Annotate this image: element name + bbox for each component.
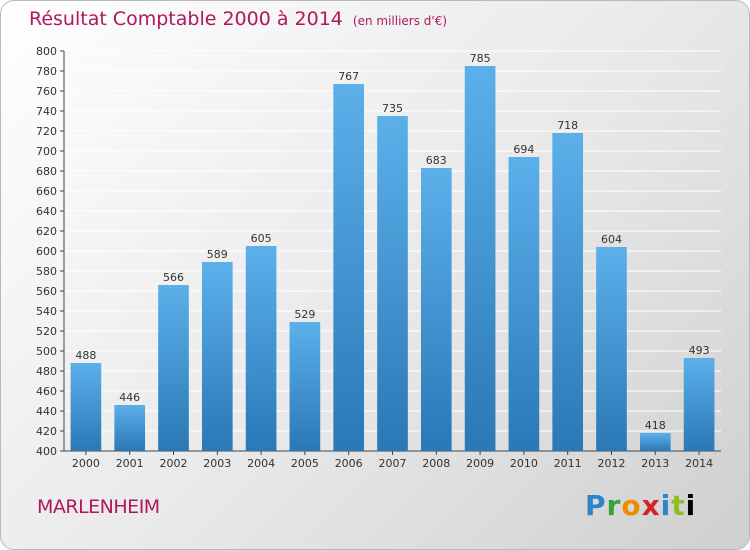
chart-title-block: Résultat Comptable 2000 à 2014 (en millie… [29,8,447,30]
chart-unit: (en milliers d'€) [352,14,448,28]
x-tick-label: 2001 [116,457,144,470]
x-tick-label: 2008 [422,457,450,470]
city-name: MARLENHEIM [37,496,160,518]
value-label: 446 [119,391,140,404]
y-tick-label: 640 [36,205,57,218]
y-tick-label: 680 [36,165,57,178]
bar-2009 [464,66,496,451]
bar-2013 [639,433,671,451]
y-tick-label: 580 [36,265,57,278]
bar-2008 [420,168,452,451]
x-tick-label: 2009 [466,457,494,470]
value-label: 694 [513,143,534,156]
value-label: 488 [75,349,96,362]
bar-2014 [683,358,715,451]
value-label: 604 [601,233,622,246]
y-tick-label: 400 [36,445,57,458]
y-tick-label: 600 [36,245,57,258]
proxiti-logo: Proxiti [585,489,697,522]
y-tick-label: 660 [36,185,57,198]
bar-2012 [596,247,627,451]
x-tick-label: 2004 [247,457,275,470]
value-label: 735 [382,102,403,115]
x-tick-label: 2003 [203,457,231,470]
value-label: 767 [338,70,359,83]
bar-2010 [508,157,540,451]
bar-2000 [70,363,102,451]
value-label: 418 [645,419,666,432]
chart-title: Résultat Comptable 2000 à 2014 [29,8,343,30]
y-tick-label: 700 [36,145,57,158]
value-label: 718 [557,119,578,132]
bar-2001 [114,405,146,451]
value-label: 529 [294,308,315,321]
x-tick-label: 2005 [291,457,319,470]
y-tick-label: 540 [36,305,57,318]
bar-2003 [201,262,233,451]
bar-2004 [245,246,277,451]
value-label: 493 [689,344,710,357]
y-tick-label: 460 [36,385,57,398]
y-tick-label: 620 [36,225,57,238]
x-tick-label: 2012 [598,457,626,470]
x-tick-label: 2006 [335,457,363,470]
x-tick-label: 2007 [379,457,407,470]
bar-2005 [289,322,321,451]
value-label: 605 [251,232,272,245]
value-label: 785 [470,52,491,65]
bar-2006 [333,84,365,451]
bar-2011 [552,133,584,451]
y-tick-label: 440 [36,405,57,418]
value-label: 566 [163,271,184,284]
y-tick-label: 780 [36,65,57,78]
bar-2002 [158,285,189,451]
y-tick-label: 760 [36,85,57,98]
y-tick-label: 560 [36,285,57,298]
y-tick-label: 720 [36,125,57,138]
bar-2007 [377,116,408,451]
y-tick-label: 740 [36,105,57,118]
y-tick-label: 800 [36,45,57,58]
x-tick-label: 2000 [72,457,100,470]
y-tick-label: 420 [36,425,57,438]
x-tick-label: 2002 [160,457,188,470]
x-tick-label: 2010 [510,457,538,470]
value-label: 683 [426,154,447,167]
x-tick-label: 2014 [685,457,713,470]
x-tick-label: 2013 [641,457,669,470]
y-tick-label: 500 [36,345,57,358]
y-tick-label: 520 [36,325,57,338]
y-tick-label: 480 [36,365,57,378]
x-tick-label: 2011 [554,457,582,470]
value-label: 589 [207,248,228,261]
